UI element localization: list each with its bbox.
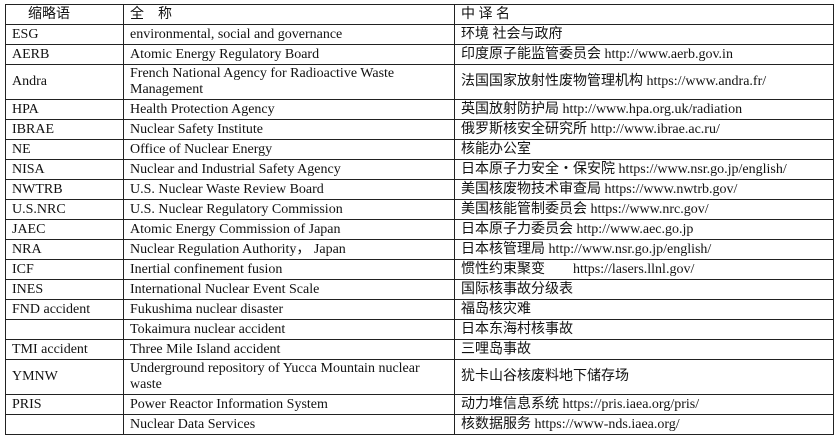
chinese-name-cell: 三哩岛事故 — [454, 339, 834, 360]
header-full-name: 全 称 — [123, 4, 455, 25]
full-name-cell: International Nuclear Event Scale — [123, 279, 455, 300]
chinese-name-cell: 惯性约束聚变 https://lasers.llnl.gov/ — [454, 259, 834, 280]
full-name-cell: Nuclear Data Services — [123, 414, 455, 435]
abbreviation-cell: PRIS — [5, 394, 124, 415]
abbreviation-cell: NRA — [5, 239, 124, 260]
full-name-cell: Nuclear Regulation Authority， Japan — [123, 239, 455, 260]
abbreviation-cell: INES — [5, 279, 124, 300]
abbreviation-table: 缩略语 全 称 中 译 名 ESG environmental, social a… — [5, 4, 834, 435]
table-row: ESG environmental, social and governance 环… — [5, 24, 834, 45]
chinese-name-cell: 犹卡山谷核废料地下储存场 — [454, 359, 834, 395]
abbreviation-cell: FND accident — [5, 299, 124, 320]
header-chinese-name: 中 译 名 — [454, 4, 834, 25]
abbreviation-cell — [5, 319, 124, 340]
chinese-name-cell: 环境 社会与政府 — [454, 24, 834, 45]
abbreviation-cell: ESG — [5, 24, 124, 45]
abbreviation-cell: TMI accident — [5, 339, 124, 360]
table-row: HPA Health Protection Agency 英国放射防护局 http:… — [5, 99, 834, 120]
full-name-cell: environmental, social and governance — [123, 24, 455, 45]
table-row: IBRAE Nuclear Safety Institute 俄罗斯核安全研究所 h… — [5, 119, 834, 140]
chinese-name-cell: 核数据服务 https://www-nds.iaea.org/ — [454, 414, 834, 435]
full-name-cell: Atomic Energy Commission of Japan — [123, 219, 455, 240]
table-header-row: 缩略语 全 称 中 译 名 — [5, 4, 834, 25]
abbreviation-cell: JAEC — [5, 219, 124, 240]
chinese-name-cell: 美国核废物技术审查局 https://www.nwtrb.gov/ — [454, 179, 834, 200]
full-name-cell: Nuclear Safety Institute — [123, 119, 455, 140]
abbreviation-cell: ICF — [5, 259, 124, 280]
abbreviation-cell: U.S.NRC — [5, 199, 124, 220]
abbreviation-cell: YMNW — [5, 359, 124, 395]
chinese-name-cell: 动力堆信息系统 https://pris.iaea.org/pris/ — [454, 394, 834, 415]
table-row: NRA Nuclear Regulation Authority， Japan 日本… — [5, 239, 834, 260]
full-name-cell: Health Protection Agency — [123, 99, 455, 120]
full-name-cell: Fukushima nuclear disaster — [123, 299, 455, 320]
abbreviation-cell: NISA — [5, 159, 124, 180]
full-name-cell: Power Reactor Information System — [123, 394, 455, 415]
full-name-cell: Tokaimura nuclear accident — [123, 319, 455, 340]
abbreviation-cell — [5, 414, 124, 435]
header-abbr: 缩略语 — [5, 4, 124, 25]
full-name-cell: U.S. Nuclear Waste Review Board — [123, 179, 455, 200]
chinese-name-cell: 日本原子力安全・保安院 https://www.nsr.go.jp/englis… — [454, 159, 834, 180]
table-row: YMNW Underground repository of Yucca Moun… — [5, 359, 834, 395]
full-name-cell: Nuclear and Industrial Safety Agency — [123, 159, 455, 180]
abbreviation-cell: NE — [5, 139, 124, 160]
chinese-name-cell: 日本核管理局 http://www.nsr.go.jp/english/ — [454, 239, 834, 260]
table-row: NISA Nuclear and Industrial Safety Agenc… — [5, 159, 834, 180]
table-row: FND accident Fukushima nuclear disaster 福岛… — [5, 299, 834, 320]
full-name-cell: U.S. Nuclear Regulatory Commission — [123, 199, 455, 220]
table-row: INES International Nuclear Event Scale 国际核… — [5, 279, 834, 300]
full-name-cell: Inertial confinement fusion — [123, 259, 455, 280]
abbreviation-cell: HPA — [5, 99, 124, 120]
table-row: TMI accident Three Mile Island accident 三… — [5, 339, 834, 360]
table-row: Nuclear Data Services 核数据服务 https://www-n… — [5, 414, 834, 435]
table-row: NE Office of Nuclear Energy 核能办公室 — [5, 139, 834, 160]
abbreviation-cell: AERB — [5, 44, 124, 65]
abbreviation-cell: NWTRB — [5, 179, 124, 200]
chinese-name-cell: 法国国家放射性废物管理机构 https://www.andra.fr/ — [454, 64, 834, 100]
chinese-name-cell: 福岛核灾难 — [454, 299, 834, 320]
table-row: Tokaimura nuclear accident 日本东海村核事故 — [5, 319, 834, 340]
full-name-cell: Office of Nuclear Energy — [123, 139, 455, 160]
table-row: ICF Inertial confinement fusion 惯性约束聚变 htt… — [5, 259, 834, 280]
chinese-name-cell: 印度原子能监管委员会 http://www.aerb.gov.in — [454, 44, 834, 65]
chinese-name-cell: 日本东海村核事故 — [454, 319, 834, 340]
chinese-name-cell: 美国核能管制委员会 https://www.nrc.gov/ — [454, 199, 834, 220]
full-name-cell: French National Agency for Radioactive W… — [123, 64, 455, 100]
chinese-name-cell: 核能办公室 — [454, 139, 834, 160]
table-row: U.S.NRC U.S. Nuclear Regulatory Commissio… — [5, 199, 834, 220]
table-row: JAEC Atomic Energy Commission of Japan 日本原… — [5, 219, 834, 240]
chinese-name-cell: 英国放射防护局 http://www.hpa.org.uk/radiation — [454, 99, 834, 120]
table-row: PRIS Power Reactor Information System 动力堆… — [5, 394, 834, 415]
table-row: Andra French National Agency for Radioact… — [5, 64, 834, 100]
table-row: AERB Atomic Energy Regulatory Board 印度原子能监… — [5, 44, 834, 65]
abbreviation-cell: IBRAE — [5, 119, 124, 140]
table-row: NWTRB U.S. Nuclear Waste Review Board 美国核废… — [5, 179, 834, 200]
full-name-cell: Underground repository of Yucca Mountain… — [123, 359, 455, 395]
chinese-name-cell: 俄罗斯核安全研究所 http://www.ibrae.ac.ru/ — [454, 119, 834, 140]
chinese-name-cell: 日本原子力委员会 http://www.aec.go.jp — [454, 219, 834, 240]
full-name-cell: Atomic Energy Regulatory Board — [123, 44, 455, 65]
abbreviation-cell: Andra — [5, 64, 124, 100]
full-name-cell: Three Mile Island accident — [123, 339, 455, 360]
chinese-name-cell: 国际核事故分级表 — [454, 279, 834, 300]
